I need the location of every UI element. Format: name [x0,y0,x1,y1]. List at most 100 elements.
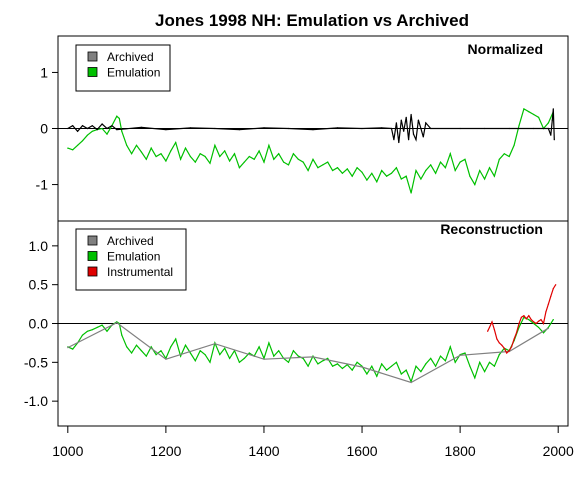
data-point-emulation [302,161,304,163]
data-point-emulation [175,141,177,144]
data-point-emulation [135,144,138,146]
data-point-archived [263,358,265,360]
data-point-archived [189,127,191,129]
data-point-archived [547,327,550,329]
data-point-instrumental [525,318,527,320]
data-point-emulation [72,149,74,151]
data-point-archived [417,119,419,121]
data-point-archived [551,119,553,121]
data-point-emulation [126,144,128,146]
data-point-instrumental [542,322,545,325]
data-point-archived [312,356,314,358]
data-point-archived [91,125,93,127]
data-point-emulation [552,319,554,321]
data-point-emulation [371,365,373,367]
data-point-archived [410,113,412,116]
data-point-emulation [131,352,133,354]
data-point-emulation [479,361,481,363]
data-point-archived [550,134,552,136]
data-point-archived [508,127,510,130]
data-point-emulation [145,355,147,357]
data-point-emulation [488,361,491,363]
data-point-emulation [150,147,152,149]
data-point-emulation [106,133,108,135]
data-point-archived [287,127,290,130]
data-point-emulation [317,363,319,365]
data-point-instrumental [528,315,530,317]
data-point-emulation [118,117,120,119]
data-point-instrumental [508,350,510,352]
data-point-emulation [356,361,358,363]
data-point-emulation [233,153,236,155]
data-point-emulation [170,346,172,348]
data-point-instrumental [530,319,532,321]
data-point-emulation [341,367,343,370]
data-point-emulation [435,365,437,367]
data-point-instrumental [491,321,493,323]
data-point-archived [403,130,405,132]
legend-swatch-emulation [87,67,98,77]
data-point-emulation [199,350,201,352]
data-point-emulation [116,115,118,117]
data-point-archived [67,347,69,349]
data-point-archived [408,139,410,141]
x-tick-label: 2000 [543,443,574,459]
data-point-emulation [479,169,481,172]
data-point-emulation [268,144,270,146]
data-point-emulation [238,167,240,169]
data-point-archived [459,354,461,356]
data-point-emulation [390,172,393,174]
data-point-instrumental [488,326,491,328]
x-tick-label: 1800 [445,443,476,459]
x-tick-label: 1200 [150,443,181,459]
data-point-archived [81,125,84,127]
data-point-emulation [248,155,250,158]
data-point-archived [361,127,363,130]
data-point-emulation [484,178,486,180]
data-point-emulation [121,130,123,132]
data-point-emulation [140,350,142,352]
data-point-instrumental [535,322,537,325]
data-point-emulation [86,134,88,136]
data-point-archived [361,366,363,368]
data-point-instrumental [498,342,500,344]
data-point-emulation [219,155,221,158]
data-point-archived [140,126,142,128]
data-point-emulation [253,158,255,160]
data-point-emulation [454,361,456,363]
x-tick-label: 1000 [52,443,83,459]
data-point-emulation [356,167,358,169]
data-point-emulation [199,153,201,155]
data-point-archived [86,127,88,130]
data-point-emulation [160,153,162,155]
data-point-emulation [91,130,93,132]
data-point-emulation [503,153,505,155]
data-point-emulation [86,330,88,332]
data-point-emulation [297,355,299,357]
data-point-emulation [366,373,368,375]
data-point-emulation [464,158,466,160]
data-point-instrumental [545,311,547,313]
data-point-emulation [518,125,520,127]
data-point-archived [263,127,265,129]
data-point-archived [422,136,424,138]
data-point-emulation [449,153,451,155]
data-point-emulation [317,167,319,169]
data-point-emulation [332,365,334,367]
data-point-emulation [238,361,240,363]
data-point-emulation [91,329,93,331]
data-point-emulation [469,365,471,367]
data-point-emulation [454,169,456,172]
data-point-emulation [390,365,393,367]
data-point-archived [214,343,216,345]
data-point-instrumental [513,338,515,340]
data-point-emulation [425,169,427,172]
data-point-emulation [278,153,280,155]
data-point-emulation [287,164,290,166]
data-point-emulation [351,369,353,371]
data-point-emulation [67,147,69,149]
data-point-emulation [449,346,451,348]
data-point-emulation [464,352,466,354]
data-point-instrumental [523,315,525,317]
data-point-instrumental [538,320,540,322]
